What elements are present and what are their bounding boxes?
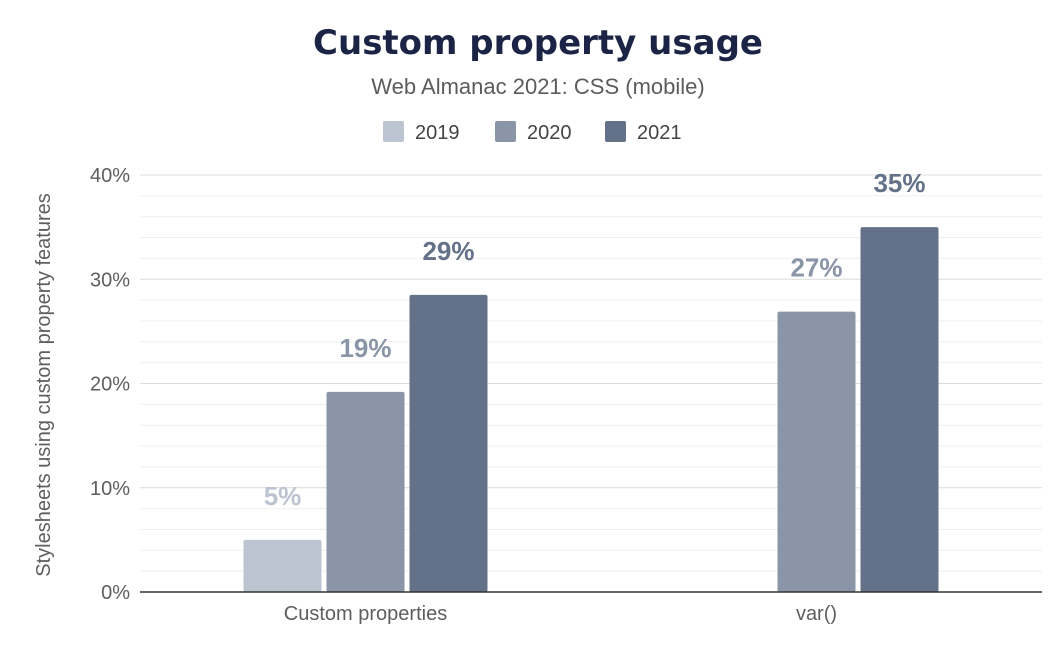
- y-tick-label: 30%: [90, 269, 130, 291]
- y-axis-ticks: 0% 10% 20% 30% 40%: [90, 165, 130, 604]
- y-tick-label: 20%: [90, 374, 130, 396]
- legend-label: 2021: [637, 122, 682, 144]
- chart-title: Custom property usage: [313, 23, 763, 63]
- legend-label: 2019: [415, 122, 460, 144]
- y-axis-label: Stylesheets using custom property featur…: [33, 193, 55, 577]
- y-tick-label: 40%: [90, 165, 130, 187]
- data-label: 19%: [339, 333, 391, 363]
- legend-swatch: [605, 121, 626, 142]
- x-axis-ticks: Custom properties var(): [284, 603, 837, 625]
- legend-item-2020: 2020: [495, 121, 572, 144]
- bar-2021: [860, 227, 939, 592]
- x-tick-label: Custom properties: [284, 603, 447, 625]
- data-labels: 5% 19% 29% 27% 35%: [264, 168, 926, 511]
- legend-swatch: [383, 121, 404, 142]
- bar-2019: [243, 539, 322, 592]
- bar-2020: [326, 391, 405, 592]
- x-tick-label: var(): [796, 603, 837, 625]
- legend-item-2021: 2021: [605, 121, 682, 144]
- legend-label: 2020: [527, 122, 572, 144]
- bars: [243, 227, 939, 592]
- legend-item-2019: 2019: [383, 121, 460, 144]
- legend-swatch: [495, 121, 516, 142]
- legend: 2019 2020 2021: [383, 121, 682, 144]
- bar-2021: [409, 294, 488, 592]
- y-tick-label: 0%: [101, 582, 130, 604]
- data-label: 29%: [422, 236, 474, 266]
- data-label: 27%: [790, 253, 842, 283]
- data-label: 35%: [873, 168, 925, 198]
- chart-subtitle: Web Almanac 2021: CSS (mobile): [371, 74, 704, 99]
- data-label: 5%: [264, 481, 302, 511]
- y-tick-label: 10%: [90, 478, 130, 500]
- bar-2020: [777, 311, 856, 592]
